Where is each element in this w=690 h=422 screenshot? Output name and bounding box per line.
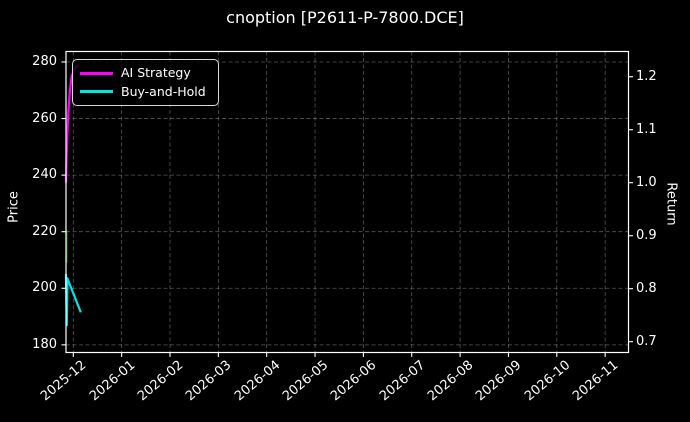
right-axis-tick-label: 0.8: [636, 280, 657, 296]
left-axis-tick-label: 280: [32, 53, 57, 69]
left-axis-tick-label: 260: [32, 110, 57, 126]
legend-label: AI Strategy: [121, 65, 191, 81]
ai-strategy-line-sample: [80, 71, 113, 76]
left-axis-tick-label: 180: [32, 336, 57, 352]
plot-spines: [65, 50, 630, 354]
right-axis-tick-label: 1.1: [636, 121, 657, 137]
right-axis-tick-label: 0.7: [636, 333, 657, 349]
left-axis-tick-label: 200: [32, 280, 57, 296]
left-axis-tick-label: 240: [32, 167, 57, 183]
right-axis-tick-label: 1.2: [636, 68, 657, 84]
right-axis-label: Return: [663, 182, 679, 226]
legend-item-ai-strategy: AI Strategy: [80, 66, 211, 80]
chart-title: cnoption [P2611-P-7800.DCE]: [226, 8, 464, 27]
buy-and-hold-line-sample: [80, 89, 113, 94]
legend-item-buy-and-hold: Buy-and-Hold: [80, 83, 211, 99]
right-axis-tick-label: 1.0: [636, 174, 657, 190]
left-axis-label: Price: [6, 191, 22, 223]
legend-label: Buy-and-Hold: [121, 83, 206, 99]
left-axis-tick-label: 220: [32, 223, 57, 239]
legend-box: AI Strategy Buy-and-Hold: [72, 59, 219, 106]
right-axis-tick-label: 0.9: [636, 227, 657, 243]
